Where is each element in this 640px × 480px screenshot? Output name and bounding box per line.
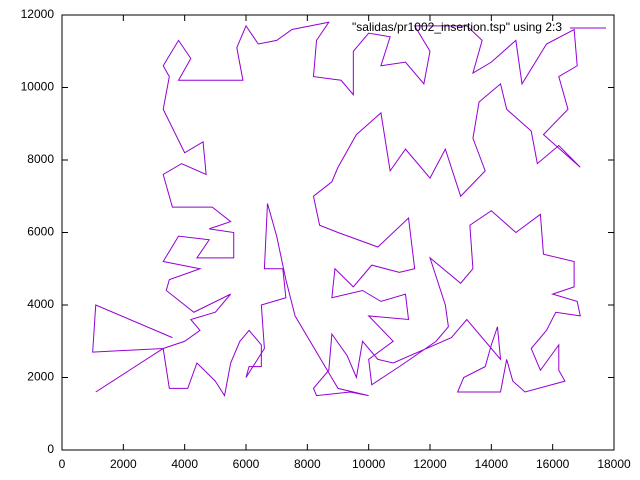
legend-label: "salidas/pr1002_insertion.tsp" using 2:3 [352, 20, 562, 34]
x-tick-label: 4000 [171, 457, 198, 471]
x-tick-label: 0 [59, 457, 66, 471]
x-tick-label: 16000 [536, 457, 570, 471]
x-tick-label: 8000 [294, 457, 321, 471]
x-tick-label: 12000 [413, 457, 447, 471]
y-tick-label: 4000 [27, 297, 54, 311]
y-tick-label: 0 [47, 442, 54, 456]
x-tick-label: 10000 [352, 457, 386, 471]
x-tick-label: 2000 [110, 457, 137, 471]
y-tick-label: 12000 [21, 7, 55, 21]
y-tick-label: 6000 [27, 225, 54, 239]
x-tick-label: 14000 [475, 457, 509, 471]
y-tick-label: 8000 [27, 152, 54, 166]
x-tick-label: 6000 [233, 457, 260, 471]
y-tick-label: 2000 [27, 370, 54, 384]
tour-line [92, 21, 581, 397]
y-tick-label: 10000 [21, 80, 55, 94]
x-tick-label: 18000 [597, 457, 631, 471]
